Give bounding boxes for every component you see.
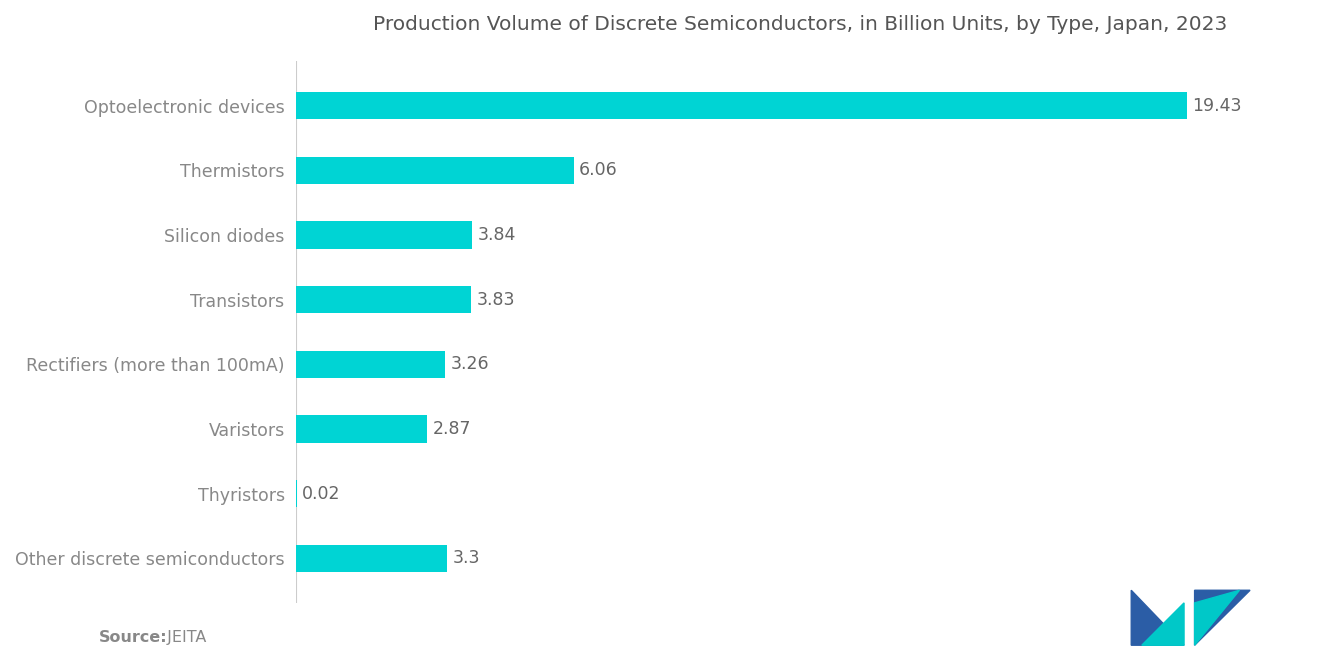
Text: 6.06: 6.06 xyxy=(579,162,618,180)
Bar xyxy=(296,350,445,378)
Bar xyxy=(296,545,447,572)
Bar xyxy=(296,157,574,184)
Title: Production Volume of Discrete Semiconductors, in Billion Units, by Type, Japan, : Production Volume of Discrete Semiconduc… xyxy=(374,15,1228,34)
Bar xyxy=(296,286,471,313)
Text: 3.84: 3.84 xyxy=(478,226,516,244)
Text: 0.02: 0.02 xyxy=(302,485,341,503)
Text: 3.3: 3.3 xyxy=(453,549,480,567)
Polygon shape xyxy=(1195,591,1239,645)
Polygon shape xyxy=(1142,603,1184,645)
Polygon shape xyxy=(1131,591,1184,645)
Bar xyxy=(296,92,1187,120)
Text: 3.83: 3.83 xyxy=(477,291,515,309)
Text: JEITA: JEITA xyxy=(157,630,206,645)
Bar xyxy=(296,416,428,442)
Text: 3.26: 3.26 xyxy=(451,355,490,373)
Text: 19.43: 19.43 xyxy=(1192,97,1242,115)
Polygon shape xyxy=(1195,591,1250,645)
Bar xyxy=(296,221,471,249)
Text: 2.87: 2.87 xyxy=(433,420,471,438)
Text: Source:: Source: xyxy=(99,630,168,645)
